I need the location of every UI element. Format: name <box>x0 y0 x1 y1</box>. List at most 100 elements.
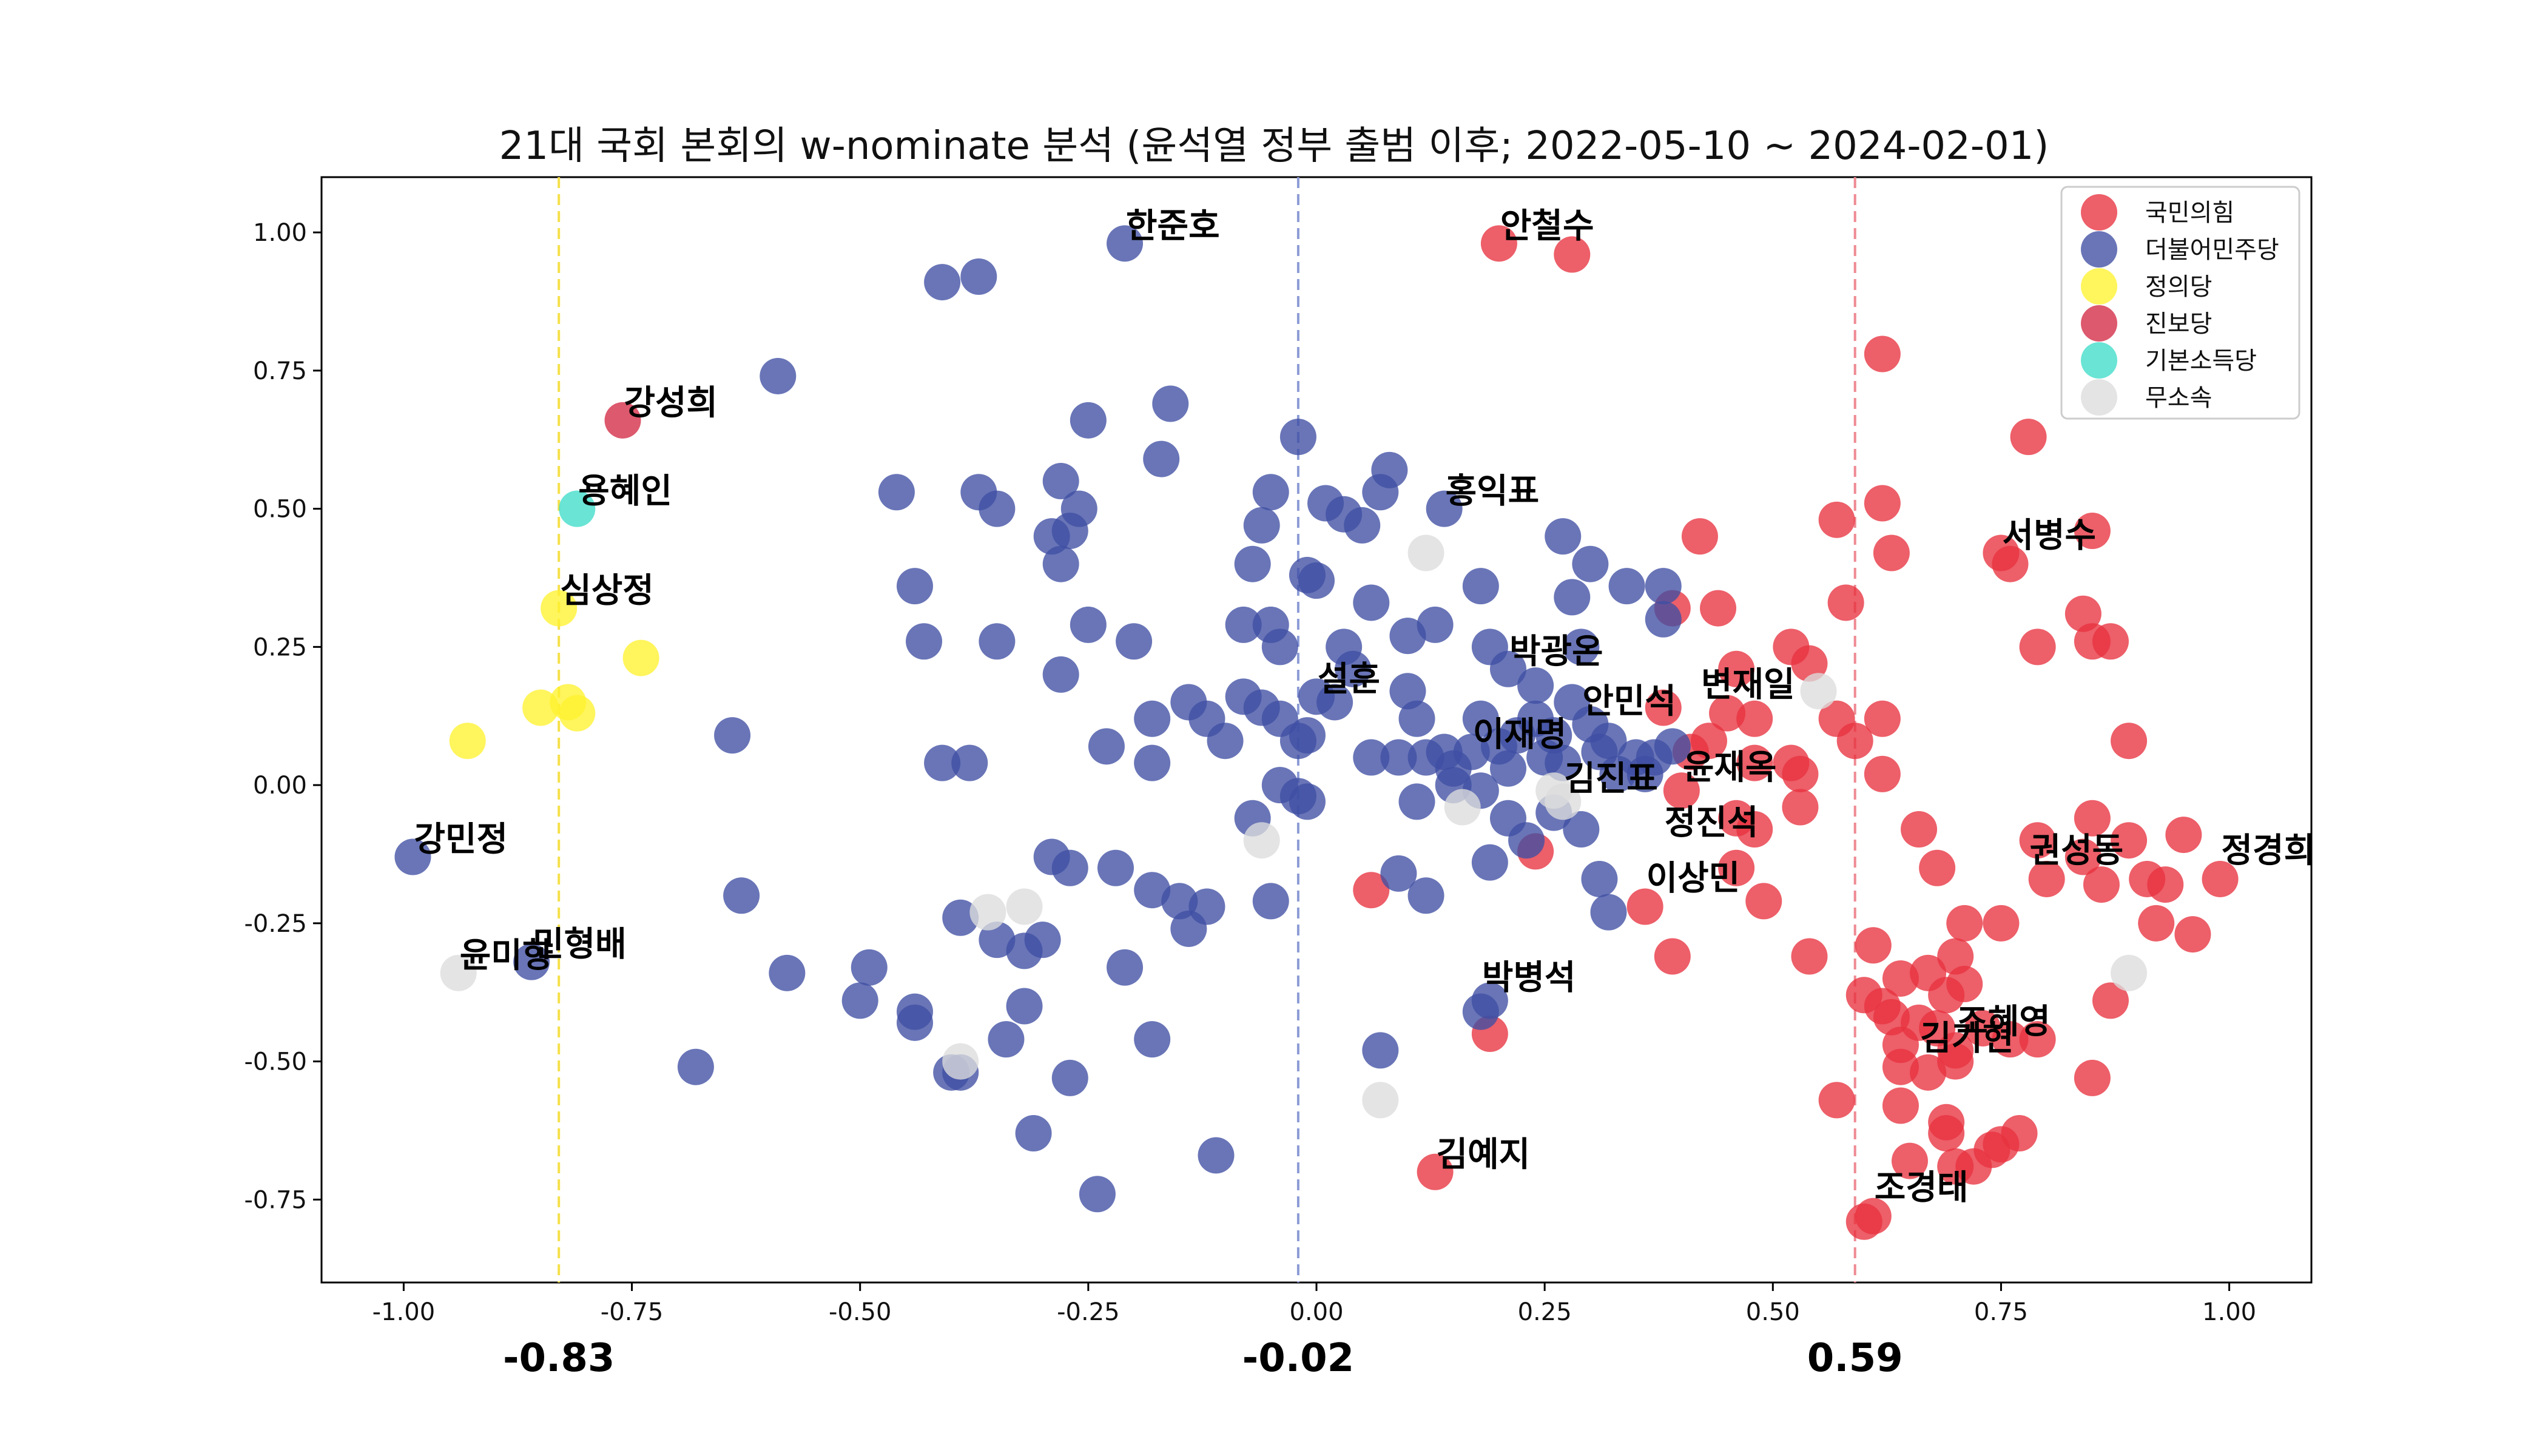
data-point <box>1489 650 1526 687</box>
x-tick-label: 0.00 <box>1289 1298 1343 1326</box>
data-point <box>1545 744 1582 781</box>
data-point <box>951 744 988 781</box>
point-label: 윤재옥 <box>1683 748 1777 787</box>
point-label: 김진표 <box>1564 759 1658 798</box>
data-point <box>1143 440 1180 477</box>
data-point <box>896 1004 933 1041</box>
data-point <box>1736 744 1773 781</box>
data-point <box>1901 811 1938 848</box>
data-point <box>2092 623 2129 660</box>
point-label: 박광온 <box>1509 632 1603 672</box>
data-point <box>896 568 933 605</box>
data-point <box>1855 927 1892 964</box>
data-point <box>1572 545 1609 582</box>
data-point <box>1134 744 1171 781</box>
y-tick-label: -0.75 <box>244 1186 308 1214</box>
data-point <box>1983 905 2020 942</box>
data-point <box>1097 849 1134 886</box>
data-point <box>1645 689 1682 726</box>
data-point <box>924 264 961 301</box>
data-point <box>2202 860 2239 897</box>
point-label: 안민석 <box>1582 682 1676 721</box>
data-point <box>1417 1153 1454 1190</box>
data-point <box>1134 872 1171 909</box>
point-label: 김예지 <box>1437 1135 1531 1175</box>
data-point <box>1471 844 1508 881</box>
data-point <box>1554 236 1591 273</box>
legend-marker <box>2081 231 2117 268</box>
x-tick-label: 0.75 <box>1974 1298 2028 1326</box>
data-point <box>1654 938 1691 975</box>
point-label: 변재일 <box>1701 665 1795 704</box>
data-point <box>1042 545 1079 582</box>
data-point <box>2138 905 2175 942</box>
data-point <box>1353 872 1390 909</box>
data-point <box>979 922 1016 959</box>
x-tick-label: 1.00 <box>2202 1298 2256 1326</box>
legend-marker <box>2081 194 2117 231</box>
data-point <box>1316 684 1353 721</box>
legend-marker <box>2081 305 2117 342</box>
y-tick-label: 0.50 <box>253 496 307 524</box>
mean-value-labels: -0.83 -0.02 0.59 <box>503 1336 1903 1381</box>
data-point <box>1709 695 1746 732</box>
data-point <box>541 590 578 627</box>
data-point <box>513 943 550 980</box>
data-point <box>1134 700 1171 737</box>
data-point <box>2019 629 2056 666</box>
data-point <box>2083 866 2120 903</box>
x-tick-label: 0.25 <box>1518 1298 1572 1326</box>
data-point <box>1928 977 1965 1014</box>
data-point <box>851 949 888 986</box>
data-point <box>1426 490 1463 527</box>
data-point <box>1718 849 1755 886</box>
chart-title: 21대 국회 본회의 w-nominate 분석 (윤석열 정부 출범 이후; … <box>499 124 2049 169</box>
data-point <box>1243 507 1280 544</box>
data-point <box>2010 419 2047 456</box>
data-points <box>394 225 2239 1240</box>
data-point <box>1563 629 1600 666</box>
data-point <box>2165 817 2202 854</box>
data-point <box>714 717 751 754</box>
data-point <box>1718 650 1755 687</box>
data-point <box>677 1048 714 1085</box>
data-point <box>2147 866 2184 903</box>
data-point <box>1590 723 1627 760</box>
data-point <box>1462 993 1499 1030</box>
data-point <box>960 258 997 295</box>
data-point <box>760 357 797 394</box>
point-label: 서병수 <box>2002 516 2096 555</box>
point-label: 이재명 <box>1473 715 1567 754</box>
point-label: 정진석 <box>1665 803 1759 843</box>
mean-value-label: -0.83 <box>503 1336 615 1381</box>
series-4 <box>559 490 596 527</box>
legend-label: 정의당 <box>2145 273 2212 301</box>
data-point <box>1818 1082 1855 1119</box>
data-point <box>1937 938 1974 975</box>
data-point <box>2092 982 2129 1019</box>
x-tick-label: -0.25 <box>1057 1298 1120 1326</box>
y-tick-label: 0.00 <box>253 772 307 800</box>
data-point <box>1937 1043 1974 1080</box>
data-point <box>1051 849 1088 886</box>
data-point <box>723 877 760 914</box>
point-label: 강성희 <box>624 383 718 423</box>
data-point <box>1645 568 1682 605</box>
data-point <box>1626 888 1663 925</box>
data-point <box>1800 673 1837 710</box>
data-point <box>841 982 878 1019</box>
point-label: 용혜인 <box>578 472 672 511</box>
point-label: 심상정 <box>560 571 654 611</box>
legend-label: 무소속 <box>2145 384 2212 412</box>
point-label: 홍익표 <box>1446 472 1540 511</box>
data-point <box>394 838 431 875</box>
legend-label: 기본소득당 <box>2145 347 2257 375</box>
mean-value-label: -0.02 <box>1242 1336 1354 1381</box>
point-label: 설훈 <box>1318 659 1380 699</box>
data-point <box>1353 739 1390 776</box>
data-point <box>559 490 596 527</box>
data-point <box>604 402 641 439</box>
data-point <box>1371 451 1408 488</box>
data-point <box>969 894 1006 931</box>
data-point <box>1645 601 1682 638</box>
